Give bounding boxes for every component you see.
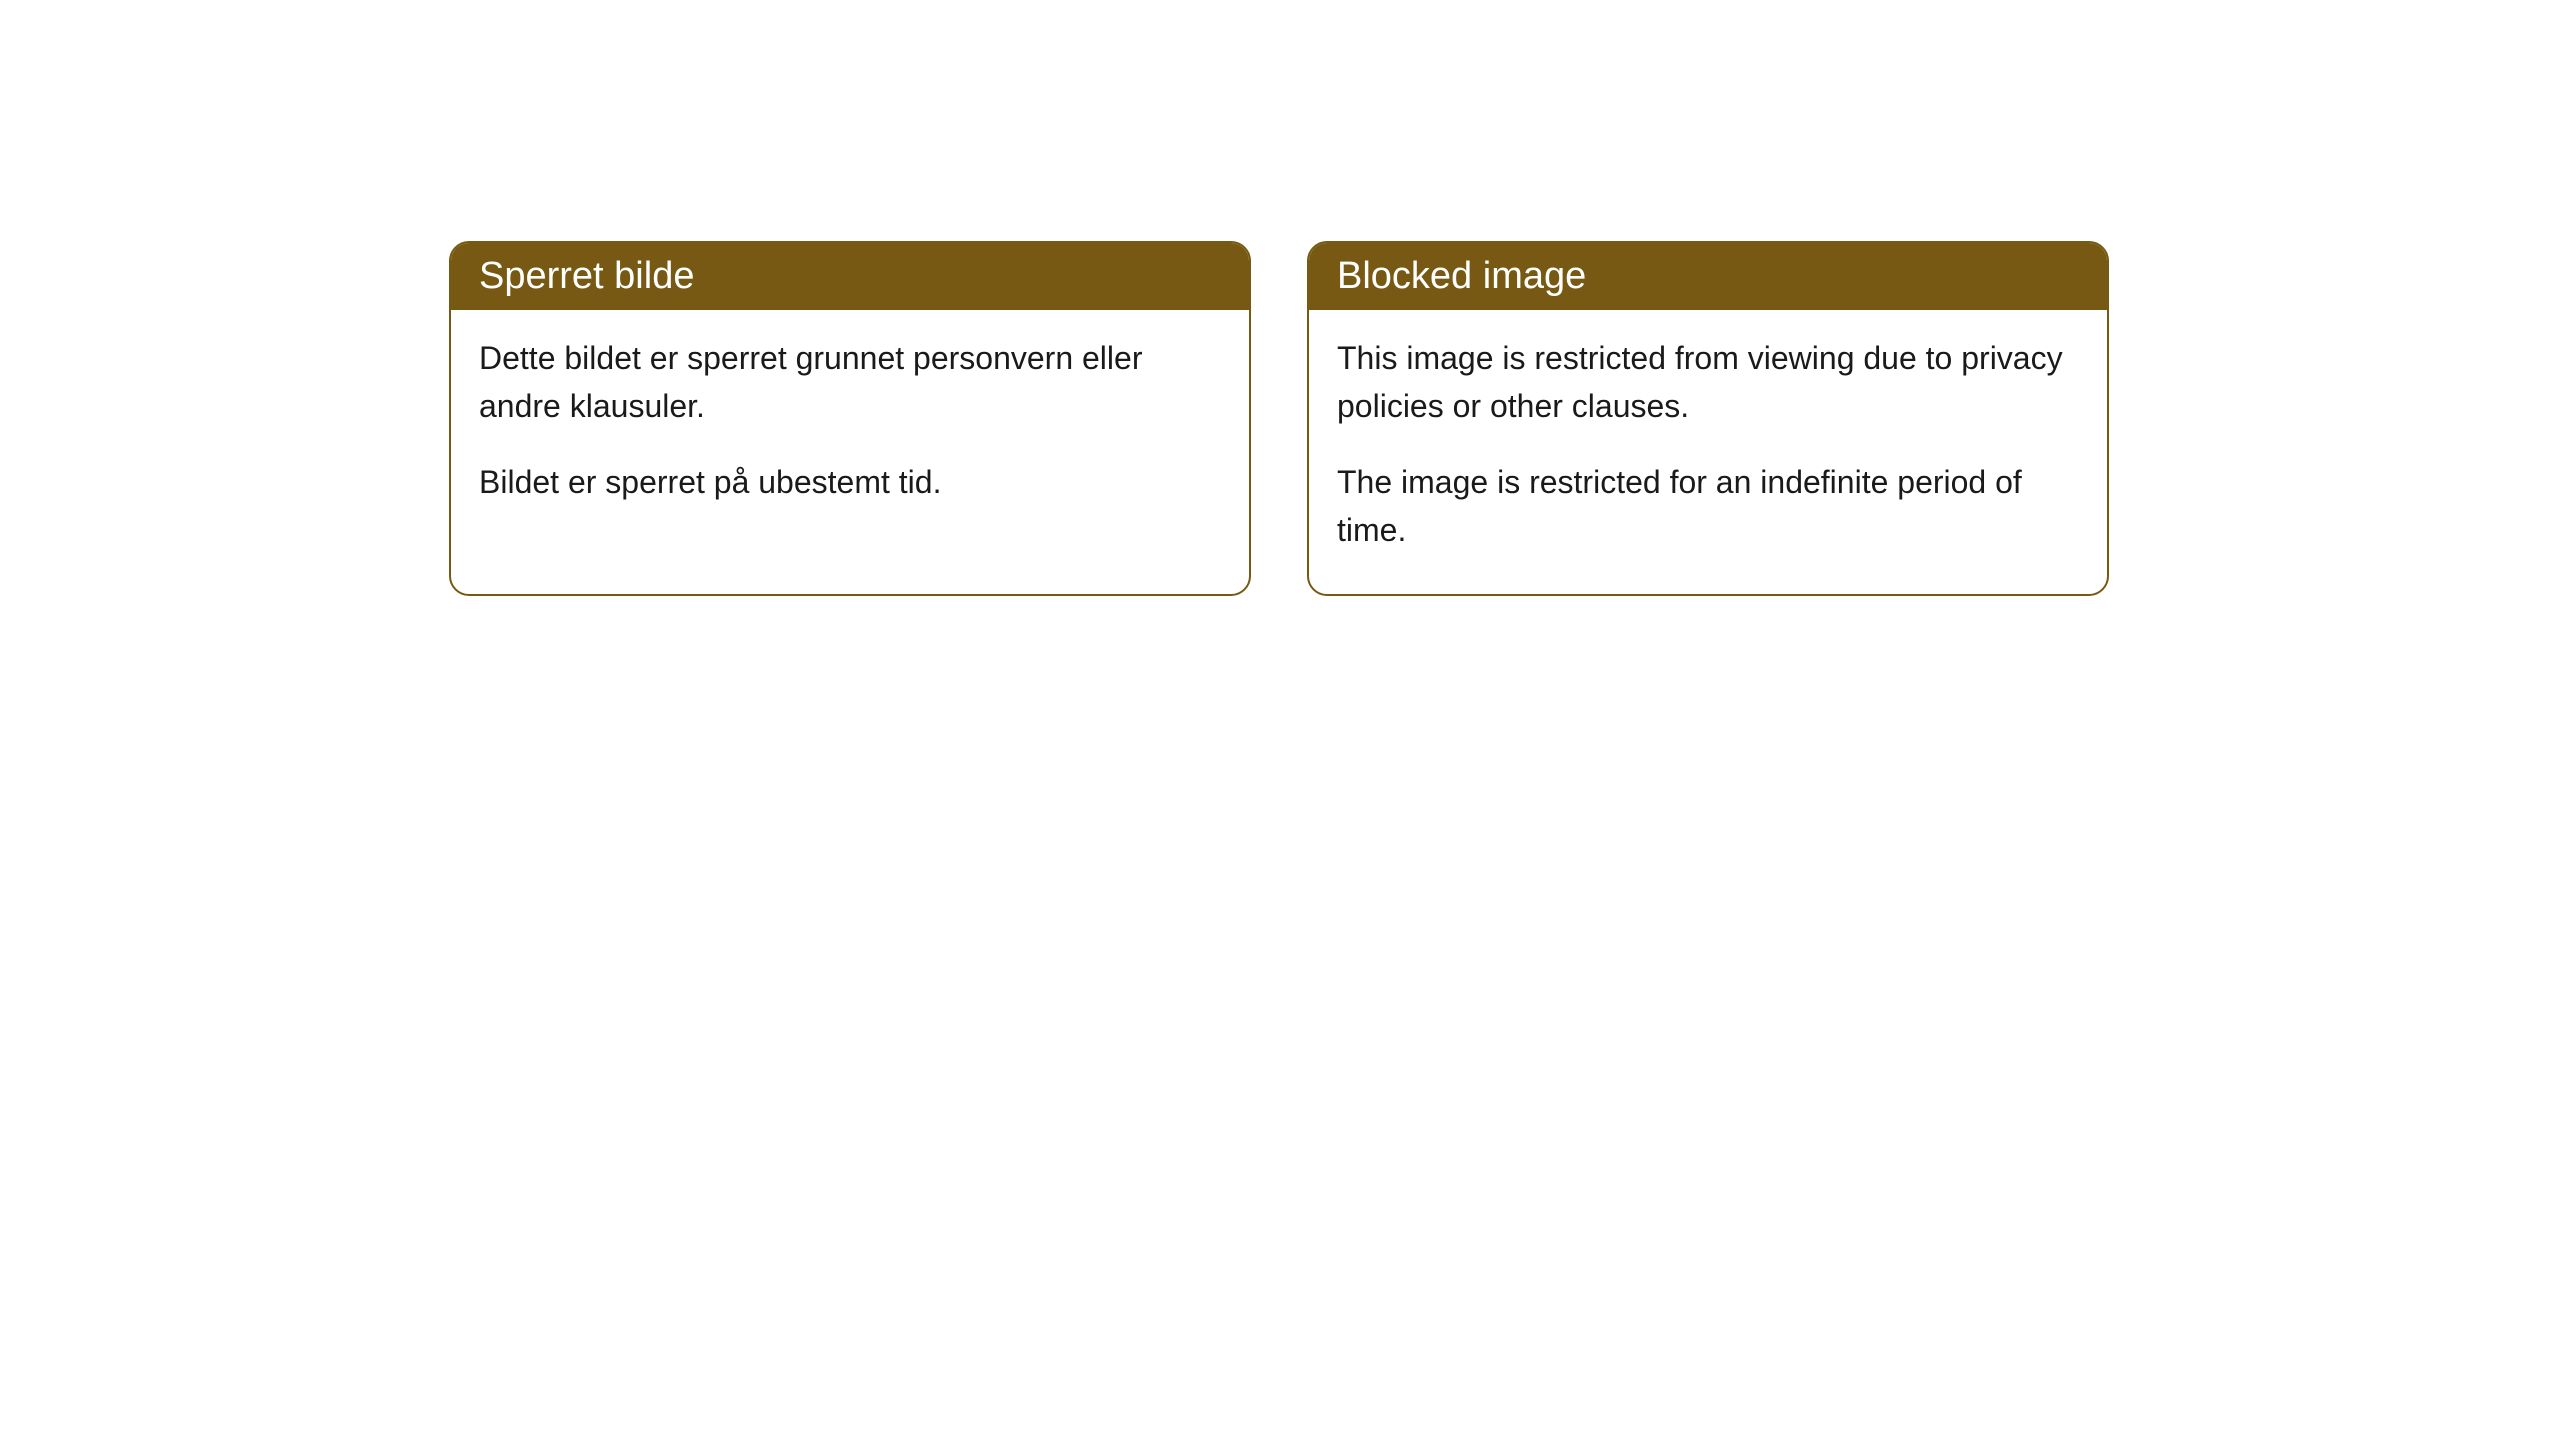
card-body: This image is restricted from viewing du… <box>1309 310 2107 594</box>
card-title: Blocked image <box>1337 255 1586 297</box>
cards-container: Sperret bilde Dette bildet er sperret gr… <box>0 0 2560 596</box>
card-title: Sperret bilde <box>479 255 694 297</box>
card-body: Dette bildet er sperret grunnet personve… <box>451 310 1249 546</box>
card-paragraph: Dette bildet er sperret grunnet personve… <box>479 334 1221 430</box>
card-header: Blocked image <box>1309 243 2107 310</box>
blocked-image-card-english: Blocked image This image is restricted f… <box>1307 241 2109 596</box>
card-header: Sperret bilde <box>451 243 1249 310</box>
card-paragraph: Bildet er sperret på ubestemt tid. <box>479 458 1221 506</box>
blocked-image-card-norwegian: Sperret bilde Dette bildet er sperret gr… <box>449 241 1251 596</box>
card-paragraph: This image is restricted from viewing du… <box>1337 334 2079 430</box>
card-paragraph: The image is restricted for an indefinit… <box>1337 458 2079 554</box>
